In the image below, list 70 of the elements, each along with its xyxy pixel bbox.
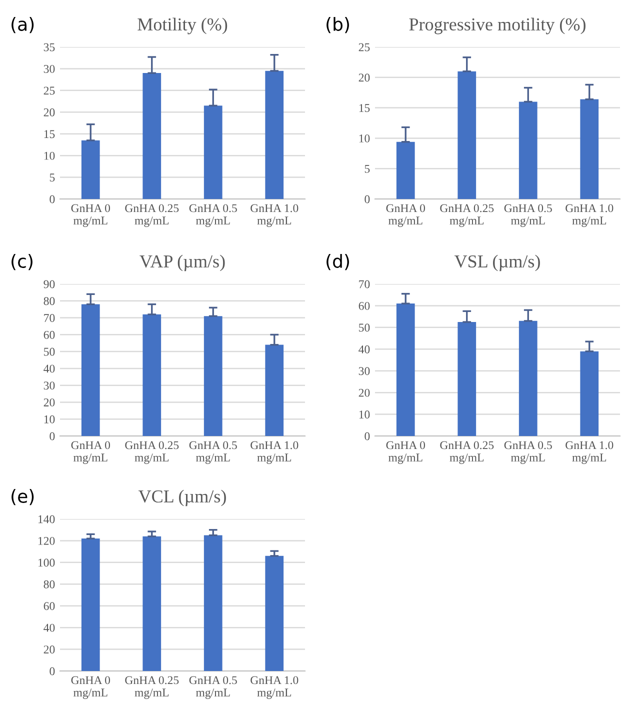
text: (c) bbox=[12, 254, 32, 270]
x-tick-label: GnHA 0.25 mg/mL bbox=[125, 204, 179, 227]
y-tick-label: 10 bbox=[359, 410, 370, 418]
chart-title: Progressive motility (%) bbox=[409, 18, 586, 34]
y-tick-label: 50 bbox=[359, 324, 370, 332]
y-tick-label: 60 bbox=[44, 602, 55, 610]
chart-title: Motility (%) bbox=[138, 18, 228, 34]
text: (a) bbox=[12, 17, 34, 34]
text: (e) bbox=[12, 489, 34, 506]
y-tick-label: 60 bbox=[358, 302, 370, 310]
chart-title: VSL (µm/s) bbox=[454, 254, 540, 272]
y-tick-label: 40 bbox=[358, 345, 370, 354]
x-tick-label: GnHA 0 mg/mL bbox=[386, 204, 426, 227]
y-tick-label: 70 bbox=[359, 280, 370, 288]
y-tick-label: 5 bbox=[364, 164, 370, 173]
y-tick-label: 10 bbox=[44, 152, 55, 160]
x-tick-label: GnHA 0.5 mg/mL bbox=[189, 676, 237, 699]
y-tick-label: 0 bbox=[50, 432, 55, 440]
x-tick-label: GnHA 0 mg/mL bbox=[71, 441, 110, 464]
y-tick-label: 25 bbox=[44, 86, 55, 95]
y-tick-label: 0 bbox=[364, 432, 370, 440]
y-tick-label: 25 bbox=[358, 43, 370, 52]
y-tick-label: 20 bbox=[44, 108, 55, 116]
x-tick-label: GnHA 1.0 mg/mL bbox=[566, 441, 614, 464]
y-tick-label: 35 bbox=[44, 43, 55, 52]
y-tick-label: 30 bbox=[358, 367, 370, 376]
x-tick-label: GnHA 1.0 mg/mL bbox=[250, 441, 298, 464]
y-tick-label: 0 bbox=[50, 667, 55, 676]
y-tick-label: 15 bbox=[44, 130, 55, 138]
y-tick-label: 20 bbox=[44, 398, 55, 406]
y-tick-label: 40 bbox=[44, 624, 55, 632]
x-tick-label: GnHA 0 mg/mL bbox=[71, 204, 110, 227]
x-tick-label: GnHA 1.0 mg/mL bbox=[250, 676, 298, 699]
y-tick-label: 120 bbox=[38, 536, 55, 545]
chart-title: VCL (µm/s) bbox=[138, 490, 226, 506]
y-tick-label: 0 bbox=[364, 195, 370, 204]
x-tick-label: GnHA 0.25 mg/mL bbox=[440, 441, 494, 464]
chart-title: VAP (µm/s) bbox=[140, 254, 225, 272]
x-tick-label: GnHA 0.25 mg/mL bbox=[125, 676, 179, 699]
y-tick-label: 100 bbox=[38, 558, 55, 567]
x-tick-label: GnHA 1.0 mg/mL bbox=[250, 204, 298, 227]
y-tick-label: 70 bbox=[44, 314, 55, 322]
x-tick-label: GnHA 0.25 mg/mL bbox=[440, 204, 494, 227]
y-tick-label: 10 bbox=[44, 415, 55, 424]
y-tick-label: 140 bbox=[38, 515, 55, 524]
x-tick-label: GnHA 1.0 mg/mL bbox=[566, 204, 614, 227]
y-tick-label: 10 bbox=[359, 134, 370, 142]
y-tick-label: 40 bbox=[44, 364, 55, 373]
y-tick-label: 20 bbox=[44, 646, 55, 654]
y-tick-label: 80 bbox=[44, 297, 55, 306]
x-tick-label: GnHA 0 mg/mL bbox=[71, 676, 110, 699]
y-tick-label: 15 bbox=[359, 104, 370, 112]
x-tick-label: GnHA 0.5 mg/mL bbox=[504, 204, 552, 227]
y-tick-label: 30 bbox=[44, 64, 55, 73]
y-tick-label: 20 bbox=[358, 388, 370, 397]
text: (b) bbox=[326, 17, 349, 34]
y-tick-label: 20 bbox=[358, 74, 370, 82]
y-tick-label: 30 bbox=[44, 382, 55, 390]
x-tick-label: GnHA 0.25 mg/mL bbox=[125, 441, 179, 464]
y-tick-label: 0 bbox=[50, 195, 55, 204]
y-tick-label: 60 bbox=[44, 330, 55, 339]
y-tick-label: 5 bbox=[50, 174, 55, 182]
x-tick-label: GnHA 0.5 mg/mL bbox=[504, 441, 552, 464]
text: (d) bbox=[326, 254, 349, 270]
y-tick-label: 80 bbox=[44, 580, 55, 588]
y-tick-label: 90 bbox=[44, 280, 55, 288]
x-tick-label: GnHA 0 mg/mL bbox=[386, 441, 426, 464]
x-tick-label: GnHA 0.5 mg/mL bbox=[189, 204, 237, 227]
y-tick-label: 50 bbox=[44, 348, 55, 356]
x-tick-label: GnHA 0.5 mg/mL bbox=[189, 441, 237, 464]
